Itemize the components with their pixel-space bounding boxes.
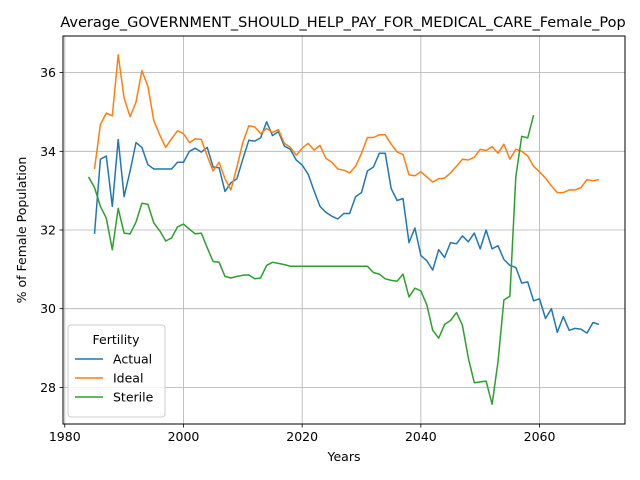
plot-lines [87,54,600,406]
series-line-sterile [87,114,535,406]
y-tick-label: 32 [40,223,56,238]
y-tick-label: 28 [40,380,56,395]
legend-entry-actual: Actual [75,352,152,367]
series-line-actual [93,121,600,334]
legend-title: Fertility [93,332,141,347]
gridlines [63,36,625,424]
series-line-ideal [93,54,600,194]
y-tick-label: 30 [40,301,56,316]
x-axis-title: Years [327,449,361,464]
legend-box [67,324,166,418]
legend-entry-sterile: Sterile [75,390,154,405]
y-axis-title: % of Female Population [14,157,29,304]
legend-label: Actual [113,352,152,367]
legend-entry-ideal: Ideal [75,371,143,386]
x-tick-label: 2060 [524,429,556,444]
chart-title: Average_GOVERNMENT_SHOULD_HELP_PAY_FOR_M… [60,15,625,31]
legend: Fertility Actual Ideal Sterile [67,324,166,418]
x-tick-label: 2040 [405,429,437,444]
y-tick-label: 34 [40,144,56,159]
x-tick-label: 2020 [286,429,318,444]
axis-ticks: 1980 2000 2020 2040 2060 28 30 32 34 36 [40,65,555,444]
legend-label: Ideal [113,371,143,386]
x-tick-label: 1980 [49,429,81,444]
x-tick-label: 2000 [168,429,200,444]
y-tick-label: 36 [40,65,56,80]
legend-label: Sterile [113,390,154,405]
